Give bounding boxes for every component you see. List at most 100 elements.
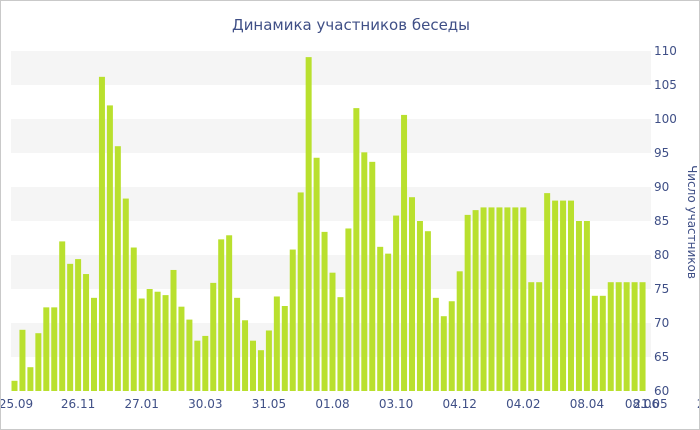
bar: [504, 207, 511, 391]
y-tick-label: 90: [654, 180, 669, 194]
y-axis-label: Число участников: [685, 165, 699, 279]
bar: [11, 380, 18, 391]
x-tick-label: 04.12: [443, 397, 477, 411]
bar: [607, 282, 614, 391]
bar: [599, 295, 606, 391]
x-tick-label: 01.08: [315, 397, 349, 411]
y-tick-label: 75: [654, 282, 669, 296]
x-tick-label: 30.03: [188, 397, 222, 411]
bar: [456, 271, 463, 391]
x-axis-ticks: 25.09 26.11 27.01 30.03 31.05 01.08 03.10 04.12…: [1, 397, 699, 411]
bar: [106, 105, 113, 392]
bar: [83, 274, 90, 391]
bar: [385, 253, 392, 391]
bar: [472, 210, 479, 391]
bar: [146, 289, 153, 391]
bar: [393, 215, 400, 391]
bar: [329, 272, 336, 391]
chart-title: Динамика участников беседы: [232, 16, 470, 34]
bar: [122, 198, 129, 391]
bar: [361, 152, 368, 391]
bar: [448, 301, 455, 391]
bar: [19, 329, 26, 391]
bar: [480, 207, 487, 391]
y-tick-label: 95: [654, 146, 669, 160]
bar: [536, 282, 543, 391]
x-tick-label: 08.04: [570, 397, 604, 411]
x-tick-label: 27.05: [697, 397, 699, 411]
bar: [202, 335, 209, 391]
bar: [250, 340, 256, 391]
bar: [35, 333, 42, 391]
bar: [440, 316, 447, 391]
bar: [496, 207, 503, 391]
bar: [424, 231, 431, 391]
bar: [257, 350, 264, 391]
bar: [51, 307, 58, 391]
x-tick-label: 03.10: [379, 397, 413, 411]
bar: [544, 193, 551, 391]
bar: [615, 282, 622, 391]
bar: [377, 246, 384, 391]
bar: [369, 161, 376, 391]
x-tick-label: 31.05: [252, 397, 286, 411]
bar: [226, 235, 233, 391]
bar: [265, 330, 272, 391]
bar: [409, 197, 415, 391]
bar: [75, 259, 82, 391]
bar: [130, 247, 137, 391]
bar: [345, 228, 352, 391]
bar: [313, 157, 320, 391]
bar: [43, 307, 50, 391]
bar: [162, 295, 169, 391]
bar: [234, 297, 241, 391]
x-tick-label: 08.06: [625, 397, 659, 411]
bar: [583, 221, 590, 391]
bar: [289, 249, 296, 391]
bars: [11, 57, 646, 392]
x-tick-label: 21.05: [633, 397, 667, 411]
x-tick-label: 26.11: [61, 397, 95, 411]
bar: [337, 297, 344, 391]
bar: [27, 367, 34, 391]
bar: [552, 200, 559, 391]
x-tick-label: 25.09: [1, 397, 33, 411]
x-tick-label: 27.01: [125, 397, 159, 411]
y-tick-label: 100: [654, 112, 677, 126]
bar: [401, 114, 408, 392]
bar: [170, 269, 177, 391]
bar: [560, 200, 567, 391]
bar: [591, 295, 598, 391]
bar: [528, 282, 535, 391]
bar: [59, 241, 66, 391]
bar: [98, 76, 105, 391]
bar: [520, 207, 527, 391]
y-tick-label: 110: [654, 44, 677, 58]
y-tick-label: 65: [654, 350, 669, 364]
y-tick-label: 80: [654, 248, 669, 262]
bar: [67, 263, 74, 391]
bar: [297, 192, 304, 391]
grid-band: [11, 51, 651, 85]
bar: [273, 296, 280, 391]
x-tick-label: 04.02: [506, 397, 540, 411]
bar: [464, 214, 471, 391]
bar: [178, 306, 185, 391]
bar: [488, 207, 495, 391]
y-axis-ticks: 60 65 70 75 80 85 90 95 100 105 110: [654, 44, 677, 398]
bar: [416, 221, 423, 391]
bar: [623, 282, 630, 391]
bar: [186, 319, 193, 391]
bar: [114, 146, 121, 391]
bar: [575, 221, 582, 391]
bar: [242, 320, 249, 391]
y-tick-label: 105: [654, 78, 677, 92]
bar: [631, 282, 638, 391]
bar: [138, 298, 145, 391]
bar: [353, 108, 360, 392]
bar: [568, 200, 574, 391]
bar: [91, 297, 97, 391]
bar: [281, 306, 288, 391]
